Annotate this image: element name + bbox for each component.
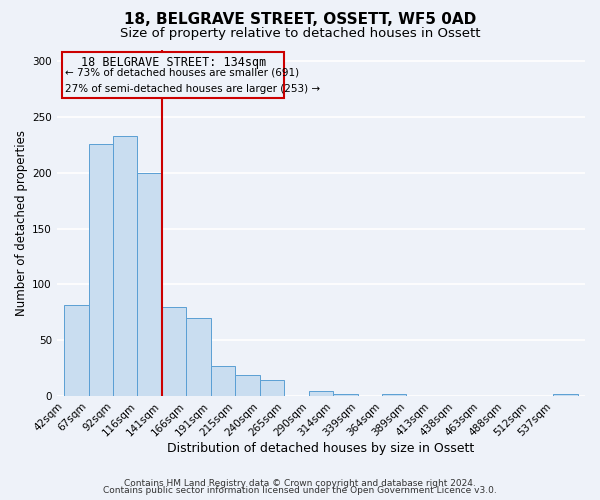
Text: 18 BELGRAVE STREET: 134sqm: 18 BELGRAVE STREET: 134sqm xyxy=(80,56,266,68)
Bar xyxy=(382,394,406,396)
Bar xyxy=(260,380,284,396)
Bar xyxy=(162,307,187,396)
Bar xyxy=(137,173,162,396)
Bar xyxy=(235,375,260,396)
Text: Contains public sector information licensed under the Open Government Licence v3: Contains public sector information licen… xyxy=(103,486,497,495)
Bar xyxy=(553,394,578,396)
Text: Contains HM Land Registry data © Crown copyright and database right 2024.: Contains HM Land Registry data © Crown c… xyxy=(124,478,476,488)
Bar xyxy=(211,366,235,396)
Bar xyxy=(308,390,333,396)
Bar xyxy=(89,144,113,396)
FancyBboxPatch shape xyxy=(62,52,284,98)
Text: 18, BELGRAVE STREET, OSSETT, WF5 0AD: 18, BELGRAVE STREET, OSSETT, WF5 0AD xyxy=(124,12,476,28)
Text: 27% of semi-detached houses are larger (253) →: 27% of semi-detached houses are larger (… xyxy=(65,84,320,94)
Bar xyxy=(187,318,211,396)
Bar xyxy=(113,136,137,396)
Text: Size of property relative to detached houses in Ossett: Size of property relative to detached ho… xyxy=(120,28,480,40)
Bar xyxy=(333,394,358,396)
Bar xyxy=(64,304,89,396)
X-axis label: Distribution of detached houses by size in Ossett: Distribution of detached houses by size … xyxy=(167,442,475,455)
Y-axis label: Number of detached properties: Number of detached properties xyxy=(15,130,28,316)
Text: ← 73% of detached houses are smaller (691): ← 73% of detached houses are smaller (69… xyxy=(65,68,299,78)
